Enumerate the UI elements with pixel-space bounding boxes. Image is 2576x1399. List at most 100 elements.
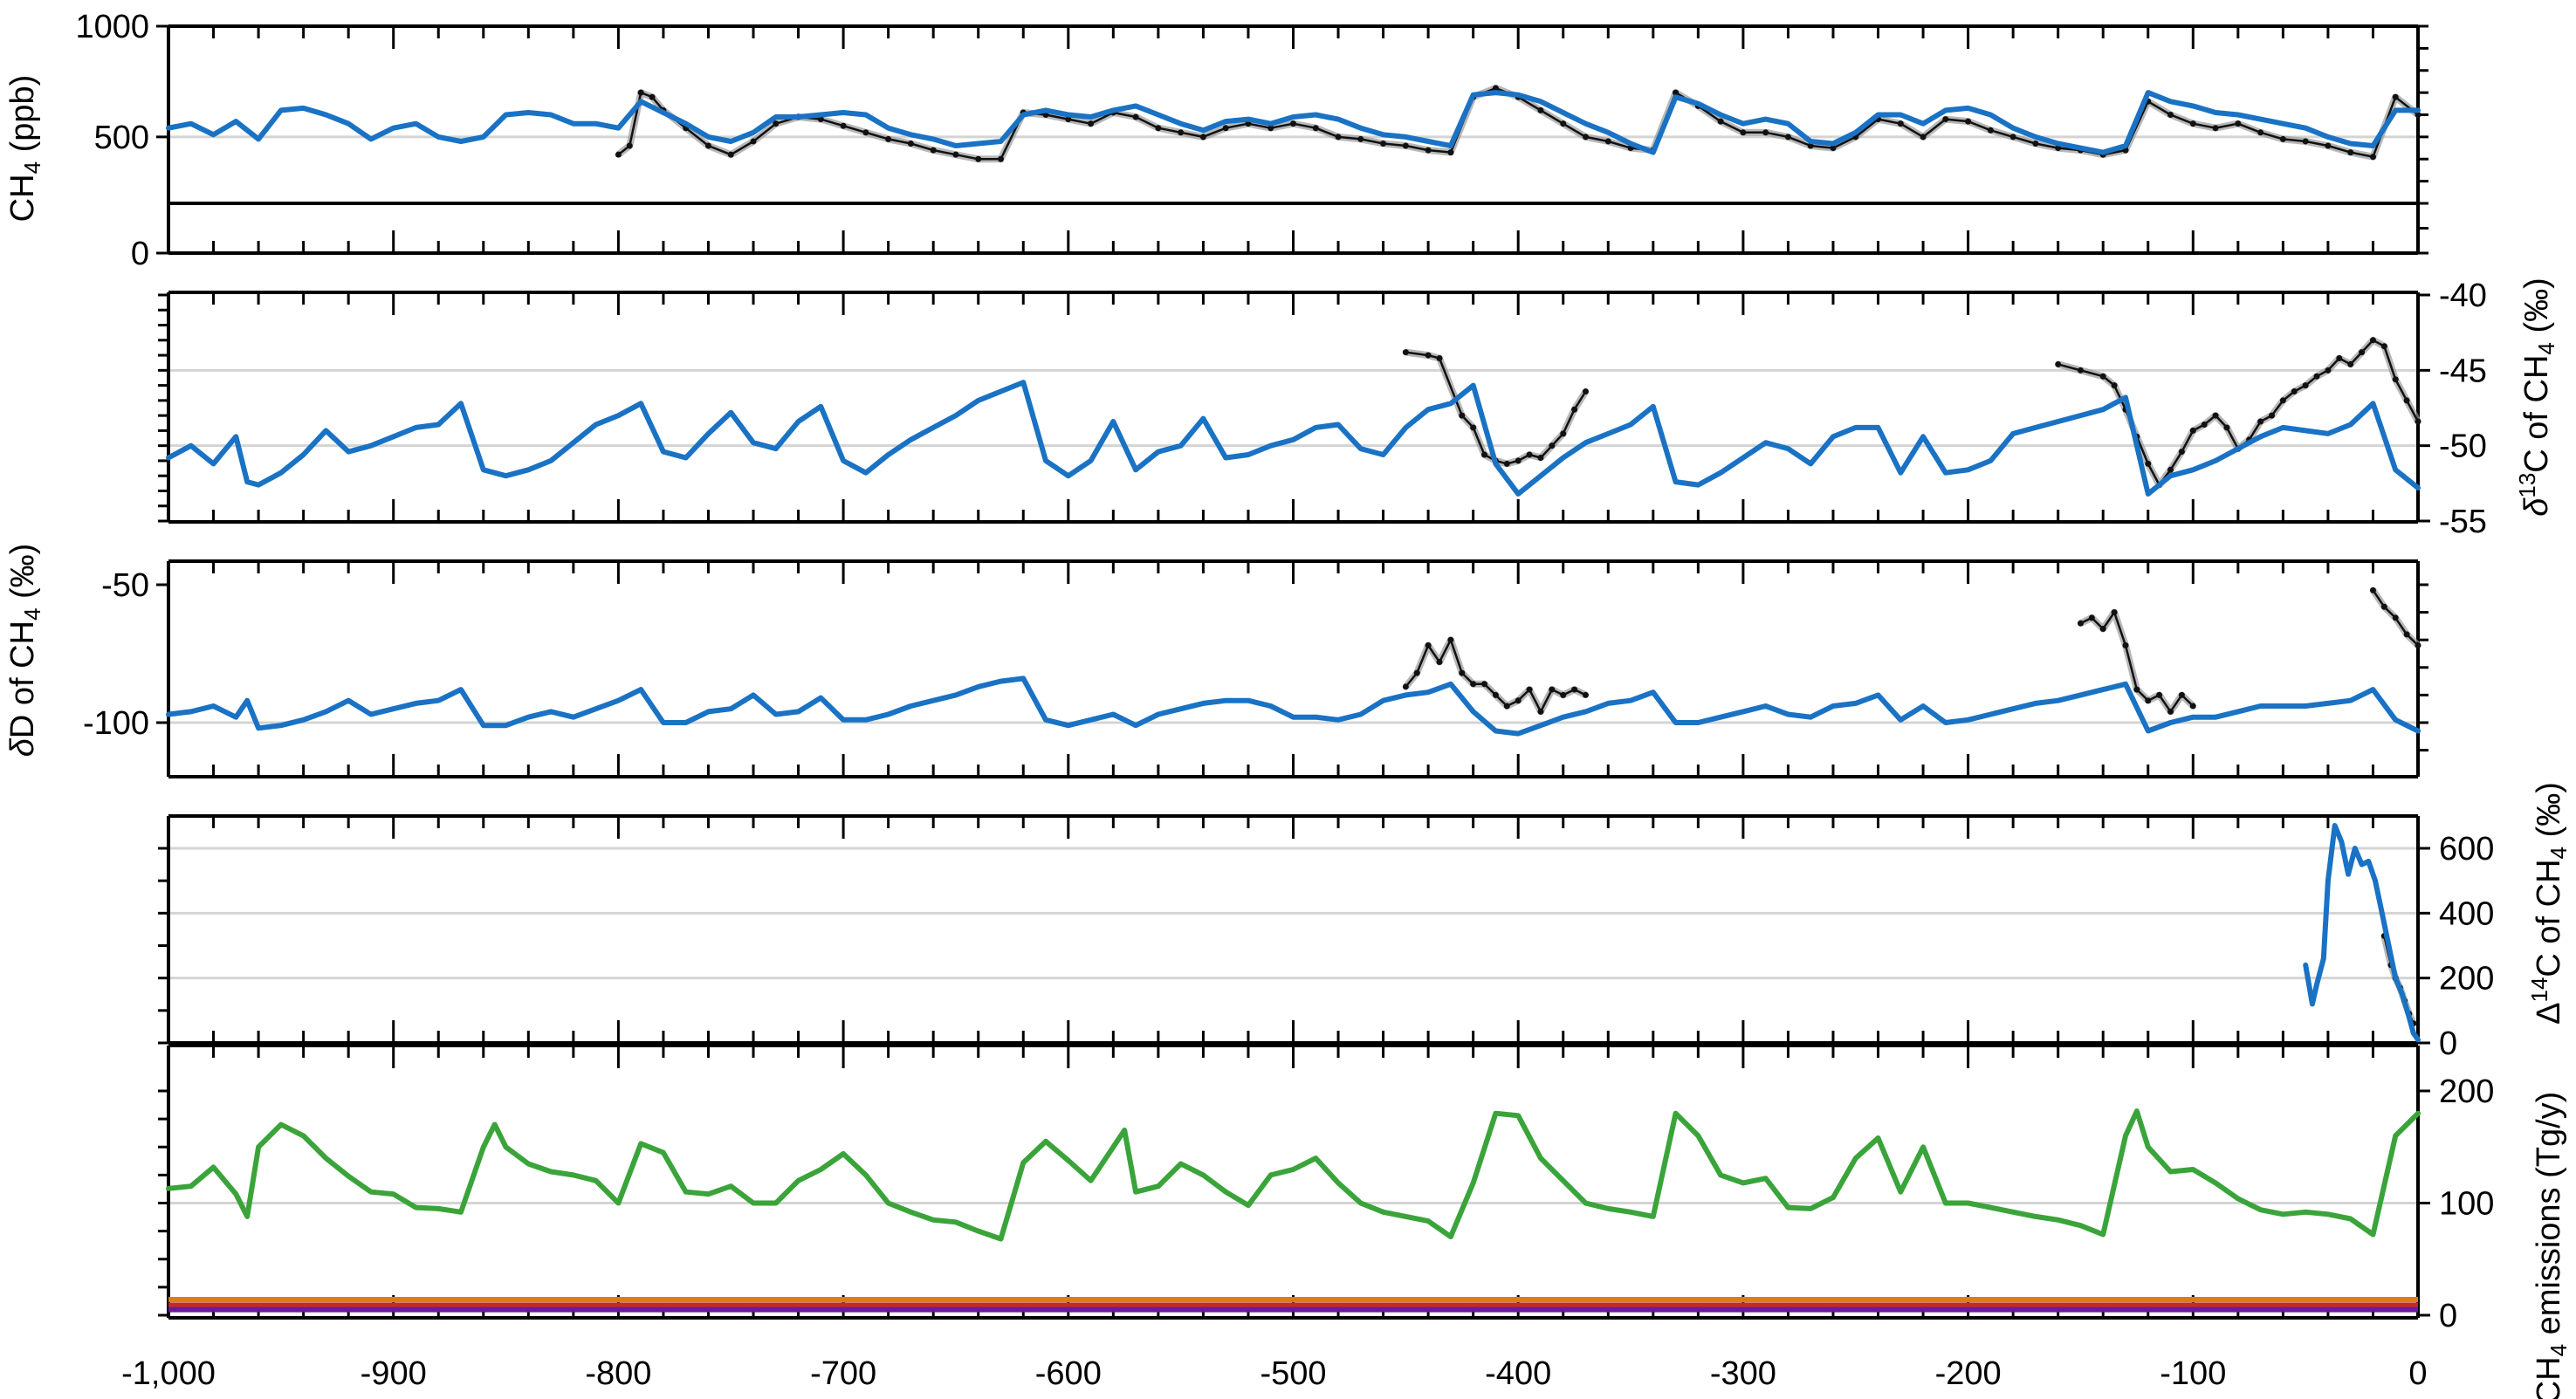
observation-point-dD <box>1481 681 1488 688</box>
observation-point-d13c <box>2055 360 2062 367</box>
observation-point-dD <box>1571 686 1578 693</box>
y-tick-label-dD: -50 <box>101 567 149 604</box>
observation-point-ch4 <box>2325 142 2332 149</box>
observation-point-ch4 <box>704 142 711 149</box>
observation-point-dD <box>2156 691 2163 698</box>
observation-point-ch4 <box>862 129 869 136</box>
observation-point-d13c <box>1515 457 1522 464</box>
x-tick-label: -900 <box>361 1355 427 1392</box>
observation-point-dD <box>2133 686 2140 693</box>
y-tick-label-dD: -100 <box>83 705 149 742</box>
observation-point-d13c <box>1425 352 1432 359</box>
y-tick-label-ch4: 1000 <box>75 9 149 45</box>
chart-panels: 05001000-55-50-45-40-100-500200400600010… <box>75 9 2494 1392</box>
y-tick-label-emissions: 200 <box>2439 1073 2494 1110</box>
observation-point-dD <box>2392 614 2399 621</box>
observation-point-ch4 <box>773 120 780 127</box>
observation-point-d13c <box>1526 451 1533 458</box>
observation-point-dD <box>1470 681 1477 688</box>
y-tick-label-emissions: 100 <box>2439 1186 2494 1223</box>
observation-point-ch4 <box>1357 135 1364 142</box>
observation-point-dD <box>1413 669 1420 676</box>
observation-point-dD <box>1503 703 1510 710</box>
observation-point-d13c <box>1459 412 1466 419</box>
observation-point-ch4 <box>727 151 734 158</box>
observation-point-d13c <box>2359 349 2366 356</box>
y-tick-label-d13c: -40 <box>2439 278 2487 314</box>
emissions-axis-label: CH4 emissions (Tg/y) <box>2531 1092 2572 1399</box>
x-axis-labels: -1,000 -900 -800 -700 -600 -500 -400 -300 -200 -1… <box>121 1355 2427 1392</box>
observation-point-dD <box>1425 642 1432 649</box>
observation-point-d13c <box>1537 454 1544 461</box>
model-line-d13c <box>166 380 2421 497</box>
model-line-ch4 <box>166 90 2421 155</box>
observation-point-d13c <box>1436 355 1443 362</box>
observation-point-ch4 <box>2415 112 2421 118</box>
observation-point-ch4 <box>1492 85 1499 92</box>
observation-point-ch4 <box>1402 142 1409 149</box>
panel-d13c: -55 -50 -45 -40 <box>158 278 2487 540</box>
observation-point-ch4 <box>952 151 959 158</box>
model-line-dD <box>166 675 2421 737</box>
d14c-axis-label: Δ14C of CH4 (‰) <box>2526 782 2572 1025</box>
x-tick-label: -400 <box>1485 1355 1551 1392</box>
observation-point-d13c <box>1470 424 1477 431</box>
observation-point-ch4 <box>2257 129 2264 136</box>
observation-point-dD <box>2403 631 2410 638</box>
y-tick-label-d14c: 0 <box>2439 1025 2457 1062</box>
observation-point-dD <box>2122 642 2129 649</box>
observation-point-dD <box>2167 708 2174 715</box>
observation-point-ch4 <box>626 142 633 149</box>
observation-point-d13c <box>2077 367 2084 374</box>
observation-point-d13c <box>1549 442 1556 449</box>
panel-d14c: 0 200 400 600 <box>158 814 2494 1062</box>
observation-point-d13c <box>1481 451 1488 458</box>
observation-point-ch4 <box>1942 116 1949 123</box>
ch4-axis-label: CH4 (ppb) <box>4 75 45 223</box>
observation-point-dD <box>2369 586 2376 593</box>
observation-point-dD <box>2415 642 2421 649</box>
observation-point-ch4 <box>1290 120 1296 127</box>
observation-point-dD <box>2178 691 2185 698</box>
x-tick-label: 0 <box>2408 1355 2427 1392</box>
observation-point-dD <box>1402 683 1409 690</box>
observation-uncertainty-dD <box>2078 608 2196 716</box>
observation-point-dD <box>1447 636 1454 643</box>
observation-point-dD <box>2189 703 2196 710</box>
observation-point-d13c <box>2291 388 2298 395</box>
observation-point-ch4 <box>2032 140 2039 147</box>
observation-point-ch4 <box>930 147 937 154</box>
observation-point-ch4 <box>1673 89 1680 96</box>
observation-point-d13c <box>1583 388 1590 395</box>
observation-point-ch4 <box>2189 120 2196 127</box>
observation-point-ch4 <box>1065 116 1072 123</box>
observation-point-d13c <box>2347 360 2354 367</box>
observation-point-ch4 <box>1222 125 1229 132</box>
observation-point-ch4 <box>1425 147 1432 154</box>
observation-point-ch4 <box>2235 120 2242 127</box>
observation-point-d13c <box>2415 418 2421 425</box>
observation-point-ch4 <box>1897 120 1904 127</box>
dD-axis-label: δD of CH4 (‰) <box>4 544 45 758</box>
observation-point-d13c <box>2325 367 2332 374</box>
observation-point-ch4 <box>750 138 757 145</box>
observation-point-ch4 <box>975 155 982 162</box>
observation-point-d13c <box>2279 397 2286 404</box>
observation-point-ch4 <box>1560 120 1567 127</box>
observation-point-ch4 <box>1537 106 1544 113</box>
observation-point-ch4 <box>840 122 847 129</box>
observation-point-ch4 <box>1987 127 1994 134</box>
observation-point-ch4 <box>2369 154 2376 161</box>
observation-point-ch4 <box>1380 140 1387 147</box>
observation-point-d13c <box>1571 406 1578 413</box>
observation-point-ch4 <box>1312 125 1319 132</box>
observation-point-ch4 <box>615 151 622 158</box>
x-tick-label: -300 <box>1710 1355 1776 1392</box>
observation-point-dD <box>1526 686 1533 693</box>
observation-point-d13c <box>2189 427 2196 434</box>
observation-point-ch4 <box>817 116 824 123</box>
observation-point-d13c <box>2223 424 2230 431</box>
observation-point-ch4 <box>637 89 644 96</box>
observation-point-ch4 <box>885 135 892 142</box>
